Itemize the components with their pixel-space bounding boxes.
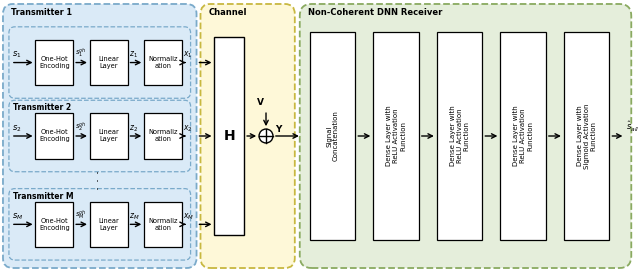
FancyBboxPatch shape [9, 100, 191, 172]
Text: $s_{M}^{oh}$: $s_{M}^{oh}$ [75, 209, 86, 222]
FancyBboxPatch shape [9, 188, 191, 260]
Text: Channel: Channel [209, 8, 247, 17]
FancyBboxPatch shape [200, 4, 295, 268]
Bar [144, 40, 182, 85]
Text: One-Hot
Encoding: One-Hot Encoding [39, 56, 70, 69]
Circle shape [259, 129, 273, 143]
Text: Transmitter M: Transmitter M [13, 191, 74, 200]
Text: $s_{2}$: $s_{2}$ [12, 123, 21, 134]
Text: One-Hot
Encoding: One-Hot Encoding [39, 129, 70, 143]
Text: Transmitter 1: Transmitter 1 [11, 8, 72, 17]
Bar [35, 113, 73, 159]
Bar [35, 40, 73, 85]
Text: $s_{M}$: $s_{M}$ [12, 211, 23, 222]
Bar [144, 202, 182, 247]
Text: $\mathbf{V}$: $\mathbf{V}$ [256, 96, 265, 107]
Bar [214, 37, 244, 235]
Bar [436, 32, 483, 240]
Text: Linear
Layer: Linear Layer [99, 56, 119, 69]
Text: Dense Layer with
ReLU Activation
Function: Dense Layer with ReLU Activation Functio… [513, 106, 533, 166]
Text: $z_{1}$: $z_{1}$ [129, 50, 138, 60]
Text: $x_{2}$: $x_{2}$ [184, 123, 193, 134]
Text: $x_{M}$: $x_{M}$ [184, 211, 195, 222]
Bar [373, 32, 419, 240]
Text: One-Hot
Encoding: One-Hot Encoding [39, 218, 70, 231]
Text: Linear
Layer: Linear Layer [99, 218, 119, 231]
Text: Normaliz
ation: Normaliz ation [148, 56, 178, 69]
Bar [90, 202, 127, 247]
Text: · · ·: · · · [93, 170, 106, 190]
Bar [90, 40, 127, 85]
Text: H: H [223, 129, 235, 143]
FancyBboxPatch shape [300, 4, 631, 268]
Text: Dense Layer with
ReLU Activation
Function: Dense Layer with ReLU Activation Functio… [449, 106, 470, 166]
FancyBboxPatch shape [3, 4, 196, 268]
Text: Signal
Concatenation: Signal Concatenation [326, 110, 339, 162]
Text: Dense Layer with
ReLU Activation
Function: Dense Layer with ReLU Activation Functio… [386, 106, 406, 166]
Text: $\mathbf{Y}$: $\mathbf{Y}$ [275, 123, 284, 134]
FancyBboxPatch shape [9, 27, 191, 98]
Bar [564, 32, 609, 240]
Text: $z_{2}$: $z_{2}$ [129, 123, 138, 134]
Bar [90, 113, 127, 159]
Text: Non-Coherent DNN Receiver: Non-Coherent DNN Receiver [308, 8, 442, 17]
Text: $x_{1}$: $x_{1}$ [184, 50, 193, 60]
Bar [144, 113, 182, 159]
Text: $z_{M}$: $z_{M}$ [129, 211, 140, 222]
Text: Normaliz
ation: Normaliz ation [148, 129, 178, 143]
Bar [310, 32, 355, 240]
Text: Transmitter 2: Transmitter 2 [13, 103, 71, 112]
Bar [500, 32, 546, 240]
Text: $s_{1}^{oh}$: $s_{1}^{oh}$ [75, 47, 86, 60]
Text: Normaliz
ation: Normaliz ation [148, 218, 178, 231]
Bar [35, 202, 73, 247]
Text: Dense Layer with
Sigmoid Activation
Function: Dense Layer with Sigmoid Activation Func… [577, 103, 596, 169]
Text: $s_{1}$: $s_{1}$ [12, 50, 21, 60]
Text: Linear
Layer: Linear Layer [99, 129, 119, 143]
Text: $s_{2}^{oh}$: $s_{2}^{oh}$ [75, 120, 86, 134]
Text: $\hat{s}_{all}$: $\hat{s}_{all}$ [627, 120, 639, 134]
